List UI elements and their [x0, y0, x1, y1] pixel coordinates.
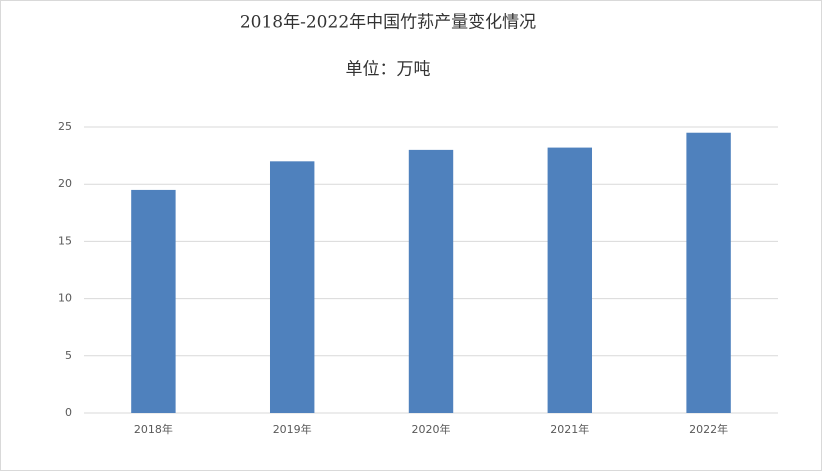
- x-tick-label: 2022年: [689, 422, 728, 436]
- x-tick-label: 2020年: [412, 422, 451, 436]
- bar: [686, 132, 731, 413]
- chart-subtitle: 单位：万吨: [346, 60, 431, 80]
- bar: [408, 149, 454, 413]
- y-tick-label: 0: [65, 406, 72, 419]
- x-tick-label: 2019年: [273, 422, 312, 436]
- y-tick-label: 25: [58, 120, 72, 133]
- x-tick-label: 2018年: [134, 422, 173, 436]
- y-tick-label: 10: [58, 292, 72, 305]
- chart-title: 2018年-2022年中国竹荪产量变化情况: [240, 13, 536, 33]
- y-tick-label: 5: [65, 349, 72, 362]
- y-tick-label: 15: [58, 234, 72, 247]
- y-tick-label: 20: [58, 177, 72, 190]
- x-tick-label: 2021年: [550, 422, 589, 436]
- bar: [547, 147, 593, 414]
- bar: [269, 161, 315, 413]
- bar: [131, 189, 176, 413]
